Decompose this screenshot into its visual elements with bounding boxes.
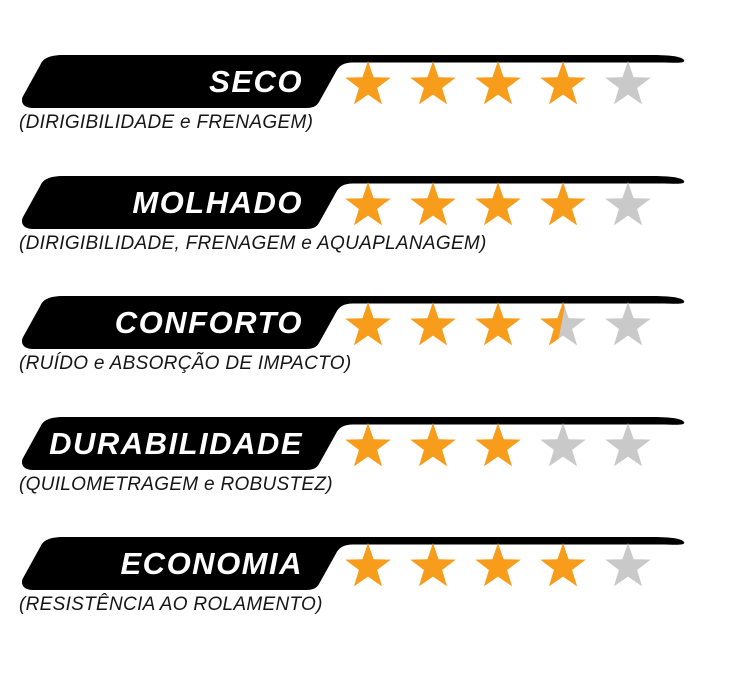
star-icon xyxy=(410,182,456,226)
banner-black-ribbon xyxy=(21,176,685,229)
category-description: (QUILOMETRAGEM e ROBUSTEZ) xyxy=(19,474,333,495)
star-icon xyxy=(345,543,391,587)
rating-row-seco: SECO (DIRIGIBILIDADE e FRENAGEM) xyxy=(0,55,748,175)
star-icon xyxy=(605,302,651,346)
rating-row-conforto: CONFORTO (RUÍDO e ABSORÇÃO DE IMPACTO) xyxy=(0,296,748,416)
star-icon xyxy=(345,302,391,346)
star-icon xyxy=(475,302,521,346)
star-icon xyxy=(540,423,586,467)
star-icon xyxy=(475,543,521,587)
star-icon xyxy=(540,61,586,105)
category-description: (RESISTÊNCIA AO ROLAMENTO) xyxy=(19,594,323,615)
banner-shape xyxy=(21,537,685,590)
star-icon xyxy=(605,423,651,467)
star-icon xyxy=(345,182,391,226)
rating-row-molhado: MOLHADO (DIRIGIBILIDADE, FRENAGEM e AQUA… xyxy=(0,176,748,296)
rating-row-economia: ECONOMIA (RESISTÊNCIA AO ROLAMENTO) xyxy=(0,537,748,657)
category-label: SECO xyxy=(209,64,303,99)
star-rating xyxy=(345,302,651,346)
star-icon xyxy=(605,543,651,587)
banner-shape xyxy=(21,176,685,229)
star-icon xyxy=(540,182,586,226)
category-description: (DIRIGIBILIDADE, FRENAGEM e AQUAPLANAGEM… xyxy=(19,233,487,254)
star-icon xyxy=(345,423,391,467)
star-icon xyxy=(605,61,651,105)
star-rating xyxy=(345,61,651,105)
star-icon xyxy=(410,423,456,467)
banner-black-ribbon xyxy=(21,417,685,470)
banner-black-ribbon xyxy=(21,537,685,590)
category-label: CONFORTO xyxy=(114,305,303,340)
star-icon xyxy=(540,543,586,587)
banner-black-ribbon xyxy=(21,55,685,108)
star-icon xyxy=(345,61,391,105)
banner-black-ribbon xyxy=(21,296,685,349)
category-label: ECONOMIA xyxy=(120,546,303,581)
category-description: (DIRIGIBILIDADE e FRENAGEM) xyxy=(19,112,314,133)
star-rating xyxy=(345,182,651,226)
star-icon xyxy=(410,61,456,105)
category-label: DURABILIDADE xyxy=(49,426,303,461)
category-description: (RUÍDO e ABSORÇÃO DE IMPACTO) xyxy=(19,353,352,374)
star-icon xyxy=(475,182,521,226)
rating-row-durabilidade: DURABILIDADE (QUILOMETRAGEM e ROBUSTEZ) xyxy=(0,417,748,537)
star-icon xyxy=(410,543,456,587)
banner-shape xyxy=(21,55,685,108)
banner-shape xyxy=(21,417,685,470)
star-icon xyxy=(410,302,456,346)
star-icon xyxy=(540,302,586,346)
banner-shape xyxy=(21,296,685,349)
star-icon xyxy=(475,61,521,105)
star-rating xyxy=(345,543,651,587)
star-icon xyxy=(605,182,651,226)
star-icon xyxy=(475,423,521,467)
star-rating xyxy=(345,423,651,467)
category-label: MOLHADO xyxy=(132,185,303,220)
